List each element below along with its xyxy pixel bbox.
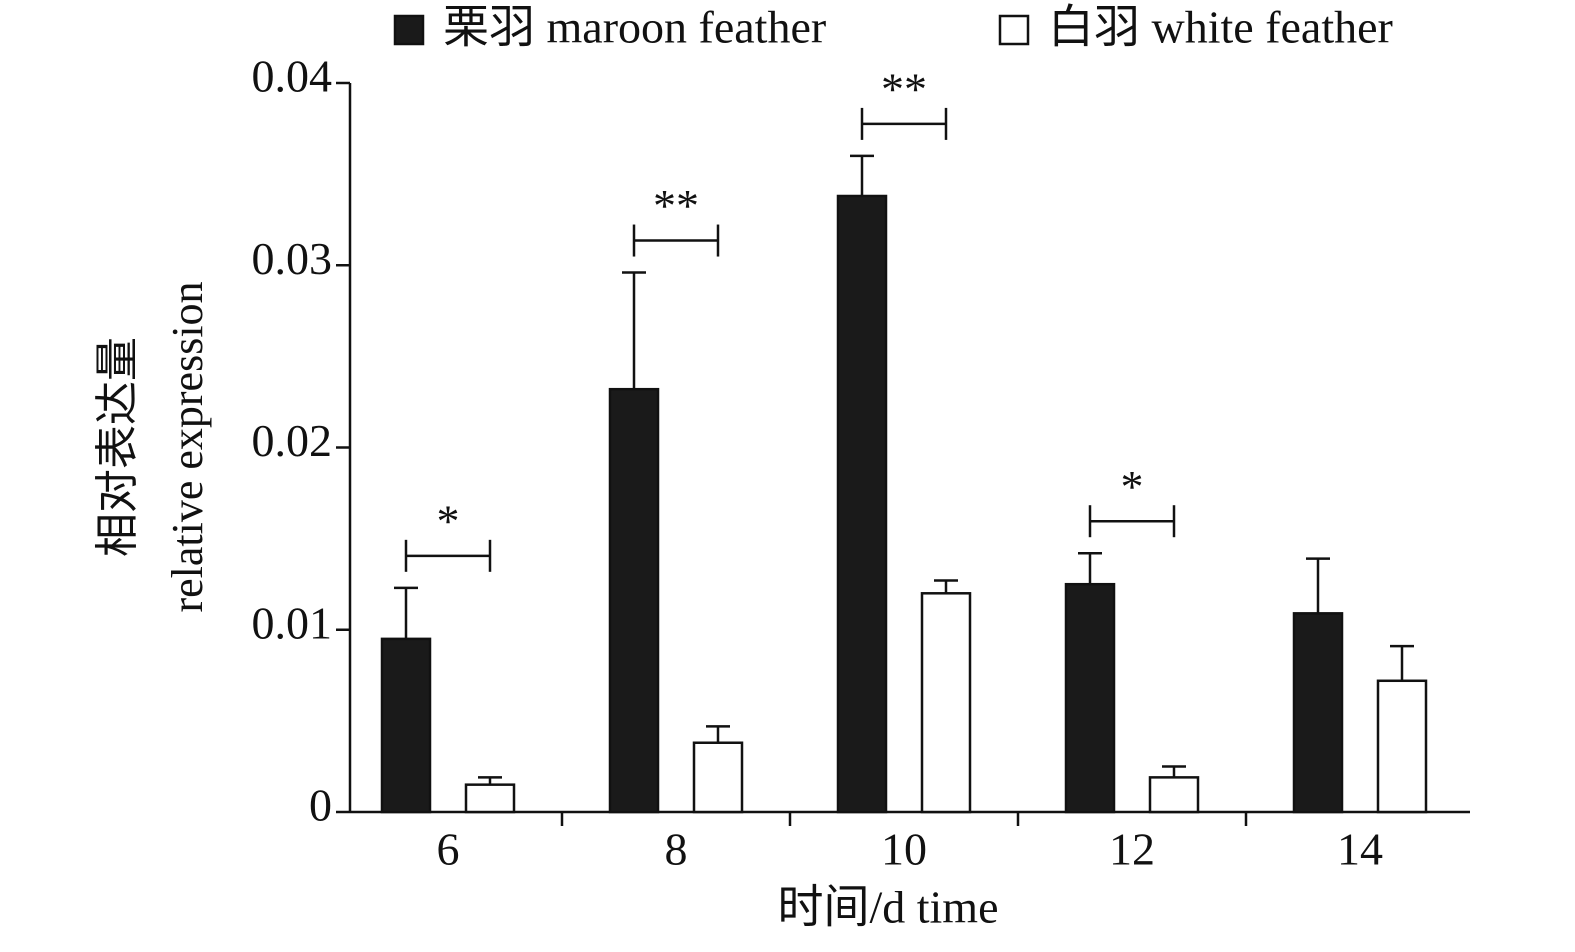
legend-swatch: [998, 14, 1030, 46]
sig-label: **: [881, 63, 927, 114]
bar: [692, 741, 744, 814]
x-tick-label: 8: [665, 824, 688, 875]
y-tick-label: 0.02: [252, 415, 333, 466]
y-axis-label: relative expression: [163, 281, 212, 612]
x-tick-label: 12: [1109, 824, 1155, 875]
sig-label: **: [653, 180, 699, 231]
y-axis-label: 相对表达量: [93, 337, 142, 557]
legend-swatch: [393, 14, 425, 46]
bar: [1292, 612, 1344, 814]
sig-label: *: [437, 495, 460, 546]
x-tick-label: 10: [881, 824, 927, 875]
bar: [464, 783, 516, 814]
bar: [1064, 582, 1116, 814]
x-axis-label: 时间/d time: [777, 882, 998, 933]
legend-label: 白羽 white feather: [1048, 2, 1393, 53]
y-tick-label: 0: [309, 780, 332, 831]
bar: [920, 592, 972, 814]
bar: [608, 387, 660, 814]
sig-label: *: [1121, 461, 1144, 512]
x-tick-label: 6: [437, 824, 460, 875]
y-tick-label: 0.01: [252, 597, 333, 648]
bar: [1376, 679, 1428, 814]
legend-label: 栗羽 maroon feather: [443, 2, 826, 53]
y-tick-label: 0.04: [252, 51, 333, 102]
y-tick-label: 0.03: [252, 233, 333, 284]
bar: [836, 194, 888, 814]
x-tick-label: 14: [1337, 824, 1383, 875]
bar: [380, 637, 432, 814]
bar: [1148, 776, 1200, 814]
